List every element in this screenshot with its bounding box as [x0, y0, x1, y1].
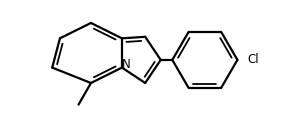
- Text: N: N: [122, 58, 131, 71]
- Text: Cl: Cl: [248, 53, 259, 66]
